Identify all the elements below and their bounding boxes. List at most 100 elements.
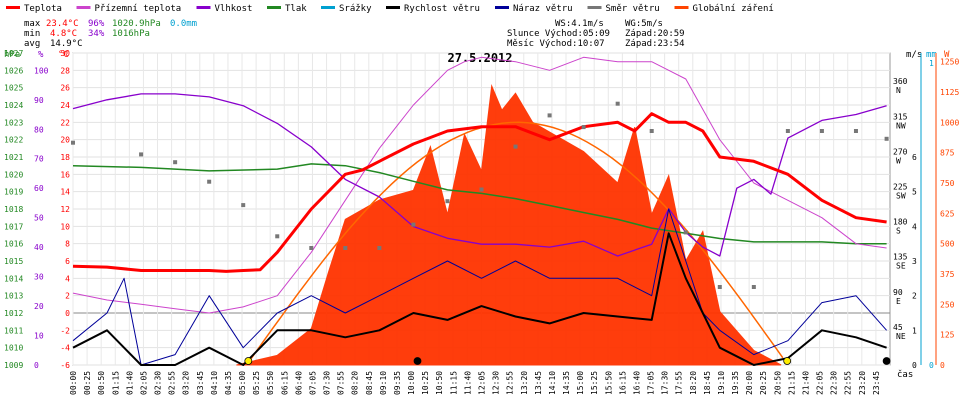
info-sunset: Západ:20:59 (625, 29, 685, 39)
axis-tick-temp: 20 (60, 136, 70, 145)
legend-swatch (674, 6, 689, 9)
legend-label: Náraz větru (513, 4, 573, 14)
axis-tick-dir: 45 (893, 323, 903, 332)
axis-tick-dir-label: N (896, 86, 901, 95)
legend-label: Směr větru (606, 4, 660, 14)
x-tick-label: 18:20 (689, 371, 698, 395)
axis-tick-pct: 10 (34, 332, 44, 341)
x-tick-label: 19:10 (717, 371, 726, 395)
x-tick-label: 20:00 (745, 371, 754, 395)
axis-tick-pct: 0 (34, 361, 39, 370)
axis-tick-temp: -6 (60, 361, 70, 370)
axis-tick-hpa: 1015 (4, 257, 23, 266)
x-tick-label: 21:40 (801, 371, 810, 395)
axis-tick-pct: 20 (34, 302, 44, 311)
axis-tick-mm: 1 (929, 59, 934, 68)
axis-tick-w: 125 (940, 331, 955, 340)
x-tick-label: 18:45 (703, 371, 712, 395)
axis-tick-ms: 0 (912, 361, 917, 370)
axis-tick-dir: 180 (893, 218, 908, 227)
x-tick-label: 03:20 (182, 371, 191, 395)
wind-direction-point (479, 187, 484, 192)
axis-tick-pct: 40 (34, 243, 44, 252)
axis-tick-dir-label: S (896, 227, 901, 236)
x-tick-label: 14:35 (562, 371, 571, 395)
wind-direction-point (173, 160, 178, 165)
x-axis-label: čas (897, 369, 913, 380)
axis-tick-w: 750 (940, 179, 955, 188)
axis-label-temp: °C (58, 50, 69, 60)
axis-tick-pct: 80 (34, 125, 44, 134)
axis-tick-hpa: 1014 (4, 274, 23, 283)
x-tick-label: 16:15 (618, 371, 627, 395)
series-humidity (72, 93, 887, 257)
axis-label-ms: m/s (906, 50, 922, 60)
axis-tick-temp: 16 (60, 170, 70, 179)
axis-tick-temp: 28 (60, 66, 70, 75)
axis-tick-temp: 8 (65, 240, 70, 249)
x-tick-label: 02:05 (139, 371, 148, 395)
info-sunrise: Slunce Východ:05:09 (507, 29, 610, 39)
x-tick-label: 00:00 (69, 371, 78, 395)
axis-tick-temp: 26 (60, 84, 70, 93)
series-ground-temp (72, 56, 887, 314)
axis-tick-hpa: 1013 (4, 292, 23, 301)
wind-direction-point (581, 125, 586, 130)
x-tick-label: 21:15 (787, 371, 796, 395)
axis-tick-hpa: 1019 (4, 188, 23, 197)
x-tick-label: 08:45 (365, 371, 374, 395)
legend-label: Srážky (339, 4, 372, 14)
axis-label-hpa: hPa (4, 50, 20, 60)
x-tick-label: 20:50 (773, 371, 782, 395)
axis-tick-ms: 3 (912, 257, 917, 266)
wind-direction-point (615, 101, 620, 106)
wind-direction-point (275, 234, 280, 239)
wind-direction-point (139, 152, 144, 157)
axis-tick-temp: 12 (60, 205, 70, 214)
legend-label: Globální záření (693, 4, 774, 14)
stat-max-press: 1020.9hPa (112, 19, 161, 29)
x-tick-label: 15:00 (576, 371, 585, 395)
axis-tick-mm: 0 (929, 361, 934, 370)
axis-tick-hpa: 1024 (4, 101, 23, 110)
axis-tick-dir: 225 (893, 183, 908, 192)
axis-tick-temp: 0 (65, 309, 70, 318)
legend-swatch (386, 6, 400, 9)
x-tick-label: 22:55 (844, 371, 853, 395)
stat-min-label: min (24, 29, 40, 39)
axis-tick-dir-label: NE (896, 332, 906, 341)
info-moonrise: Měsíc Východ:10:07 (507, 39, 605, 49)
wind-direction-point (309, 246, 314, 250)
axis-tick-hpa: 1018 (4, 205, 23, 214)
axis-label-pct: % (38, 50, 44, 60)
axis-tick-hpa: 1010 (4, 344, 23, 353)
axis-tick-dir: 90 (893, 288, 903, 297)
axis-tick-pct: 70 (34, 155, 44, 164)
x-tick-label: 01:15 (111, 371, 120, 395)
stat-avg-temp: 14.9°C (50, 39, 83, 49)
axis-tick-dir: 135 (893, 253, 908, 262)
wind-direction-point (884, 136, 889, 141)
x-tick-label: 08:20 (351, 371, 360, 395)
wind-direction-point (649, 129, 654, 133)
legend-swatch (587, 6, 602, 9)
legend-swatch (6, 6, 20, 9)
x-tick-label: 03:45 (196, 371, 205, 395)
axis-tick-ms: 6 (912, 153, 917, 162)
axis-tick-w: 1250 (940, 58, 959, 67)
x-tick-label: 11:40 (463, 371, 472, 395)
wind-direction-point (207, 179, 212, 184)
x-tick-label: 12:05 (478, 371, 487, 395)
stat-min-hum: 34% (88, 29, 105, 39)
wind-direction-point (819, 129, 824, 133)
axis-tick-w: 250 (940, 300, 955, 309)
axis-tick-w: 1125 (940, 88, 959, 97)
wind-direction-point (377, 246, 382, 250)
x-tick-label: 09:35 (393, 371, 402, 395)
x-tick-label: 22:30 (830, 371, 839, 395)
axis-tick-dir-label: W (896, 156, 901, 165)
axis-tick-w: 625 (940, 209, 955, 218)
x-tick-label: 19:35 (731, 371, 740, 395)
axis-tick-hpa: 1020 (4, 170, 23, 179)
